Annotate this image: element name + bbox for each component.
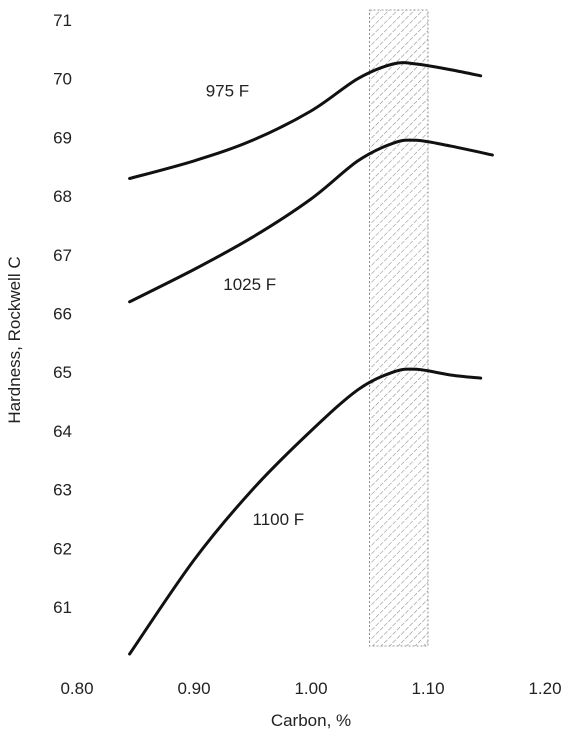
y-tick-label: 71	[53, 11, 72, 30]
y-tick-label: 67	[53, 246, 72, 265]
series-line-1100f	[128, 367, 483, 656]
x-tick-label: 0.90	[177, 679, 210, 698]
x-axis-label: Carbon, %	[271, 711, 351, 730]
x-tick-label: 1.10	[411, 679, 444, 698]
y-tick-label: 65	[53, 363, 72, 382]
series-line-1025f	[128, 138, 494, 304]
y-tick-label: 66	[53, 305, 72, 324]
y-tick-label: 69	[53, 128, 72, 147]
y-tick-label: 64	[53, 422, 72, 441]
series-label-975f: 975 F	[206, 81, 249, 100]
x-tick-label: 0.80	[60, 679, 93, 698]
y-tick-label: 70	[53, 70, 72, 89]
x-tick-label: 1.00	[294, 679, 327, 698]
x-tick-label: 1.20	[528, 679, 561, 698]
series-label-1100f: 1100 F	[253, 510, 305, 529]
y-axis-label: Hardness, Rockwell C	[5, 256, 24, 423]
series-label-1025f: 1025 F	[223, 275, 276, 294]
shaded-band	[369, 9, 429, 647]
y-tick-label: 63	[53, 481, 72, 500]
y-tick-label: 68	[53, 187, 72, 206]
series-line-975f	[128, 61, 483, 180]
y-tick-label: 62	[53, 539, 72, 558]
y-tick-label: 61	[53, 598, 72, 617]
